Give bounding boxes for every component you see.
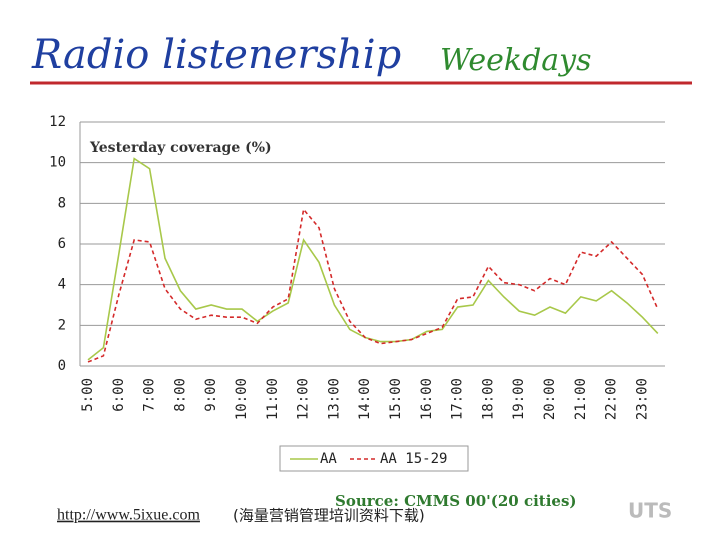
y-tick-label: 12: [49, 114, 66, 130]
y-tick-label: 8: [58, 195, 66, 211]
y-tick-label: 2: [58, 317, 66, 333]
x-tick-label: 5:00: [80, 378, 96, 412]
x-tick-label: 21:00: [573, 378, 589, 420]
subtitle: Weekdays: [440, 43, 592, 78]
x-tick-label: 11:00: [265, 378, 281, 420]
x-tick-label: 22:00: [604, 378, 620, 420]
x-tick-label: 6:00: [111, 378, 127, 412]
x-tick-label: 15:00: [388, 378, 404, 420]
logo: UTS: [628, 499, 672, 523]
x-tick-label: 7:00: [142, 378, 158, 412]
x-tick-label: 17:00: [450, 378, 466, 420]
series-line: [87, 157, 659, 361]
y-tick-label: 6: [58, 236, 66, 252]
x-tick-label: 10:00: [234, 378, 250, 420]
y-tick-label: 10: [49, 155, 66, 171]
x-tick-label: 9:00: [203, 378, 219, 412]
y-tick-label: 0: [58, 358, 66, 374]
source: Source: CMMS 00'(20 cities): [335, 492, 577, 510]
x-tick-label: 16:00: [419, 378, 435, 420]
y-label: Yesterday coverage (%): [89, 140, 272, 156]
title: Radio listenership: [31, 32, 401, 78]
x-tick-label: 20:00: [542, 378, 558, 420]
legend-label: AA: [320, 451, 337, 467]
x-tick-label: 19:00: [511, 378, 527, 420]
url-note: (海量营销管理培训资料下载): [233, 507, 425, 525]
x-tick-label: 8:00: [172, 378, 188, 412]
series-line: [87, 207, 659, 363]
url[interactable]: http://www.5ixue.com: [57, 507, 201, 524]
x-tick-label: 14:00: [357, 378, 373, 420]
x-tick-label: 12:00: [296, 378, 312, 420]
x-tick-label: 13:00: [326, 378, 342, 420]
x-tick-label: 23:00: [634, 378, 650, 420]
legend-label: AA 15-29: [380, 451, 447, 467]
x-tick-label: 18:00: [480, 378, 496, 420]
y-tick-label: 4: [58, 277, 66, 293]
